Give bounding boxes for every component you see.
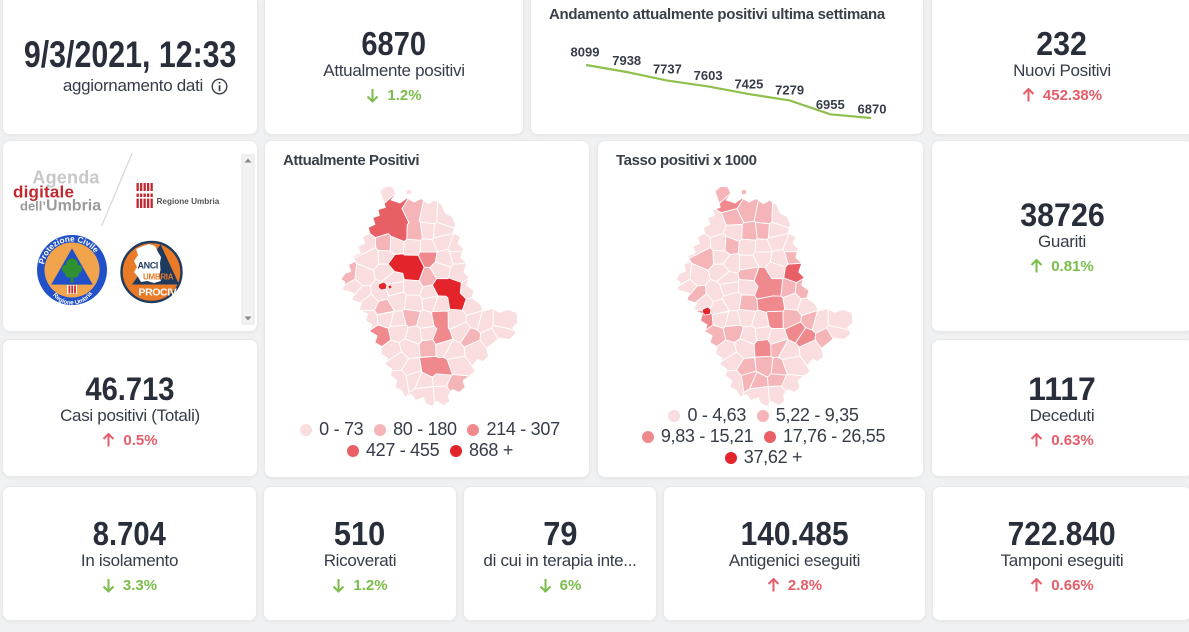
svg-text:7603: 7603: [694, 68, 723, 83]
svg-text:7425: 7425: [734, 77, 763, 92]
svg-text:Agenda: Agenda: [32, 168, 100, 188]
svg-text:7938: 7938: [612, 53, 641, 68]
svg-text:ANCI: ANCI: [138, 261, 158, 271]
svg-text:6955: 6955: [816, 97, 845, 112]
svg-text:UMBRIA: UMBRIA: [143, 273, 174, 282]
svg-text:PROCIV: PROCIV: [139, 287, 177, 299]
svg-text:8099: 8099: [571, 45, 600, 60]
svg-text:7279: 7279: [775, 83, 804, 98]
svg-text:7737: 7737: [653, 62, 682, 77]
svg-text:dell’Umbria: dell’Umbria: [20, 198, 101, 215]
svg-text:6870: 6870: [858, 102, 887, 117]
svg-text:digitale: digitale: [13, 183, 74, 202]
svg-text:Regione Umbria: Regione Umbria: [157, 197, 220, 206]
